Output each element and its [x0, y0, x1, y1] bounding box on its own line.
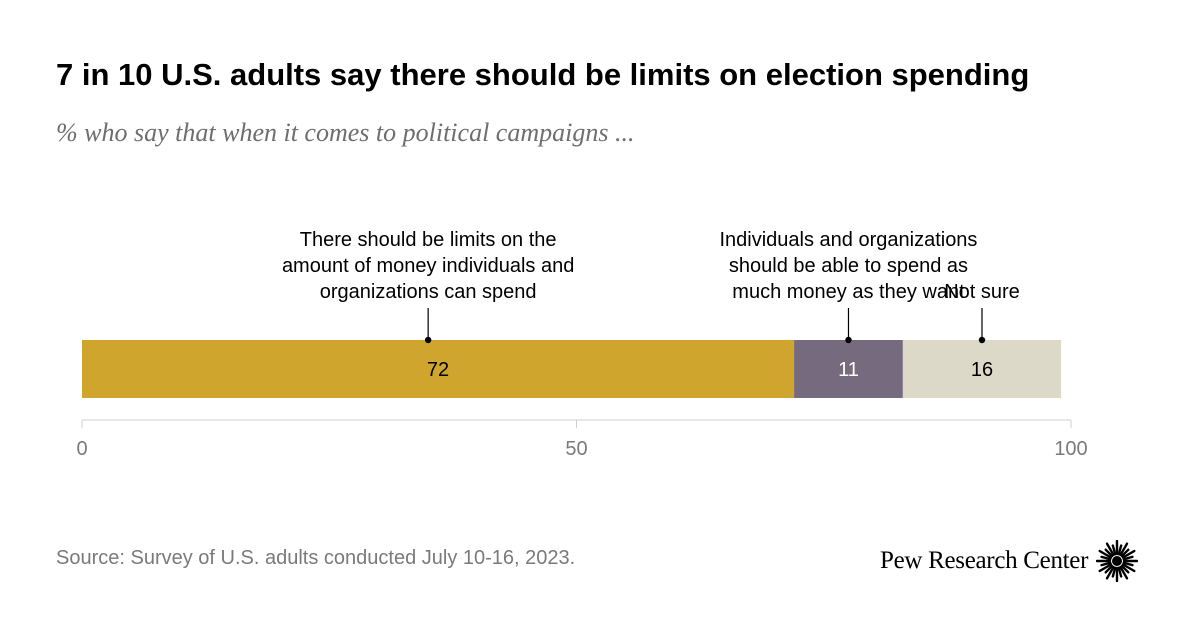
bar-segment	[902, 340, 1062, 398]
x-tick-label: 0	[76, 438, 87, 460]
leader-dot	[424, 336, 432, 344]
bar-value-label: 11	[838, 359, 859, 381]
bar-segment	[794, 340, 903, 398]
x-tick-label: 100	[1054, 438, 1087, 460]
chart-subtitle: % who say that when it comes to politica…	[56, 118, 635, 147]
series-label: Not sure	[944, 281, 1020, 303]
chart-title: 7 in 10 U.S. adults say there should be …	[56, 57, 1030, 92]
source-note: Source: Survey of U.S. adults conducted …	[56, 547, 576, 569]
series-label: Individuals and organizations should be a…	[719, 229, 977, 303]
x-tick-label: 50	[565, 438, 587, 460]
leader-dot	[845, 336, 852, 344]
bar-segment	[82, 340, 795, 398]
bar-value-label: 72	[427, 359, 449, 381]
leader-dot	[978, 336, 986, 344]
bar-value-label: 16	[971, 359, 993, 381]
series-label: There should be limits on the amount of m…	[282, 229, 574, 303]
stacked-bar-chart: 72 There should be limits on the amount of…	[76, 229, 1087, 460]
brand-name: Pew Research Center	[880, 547, 1089, 574]
pew-sunburst-icon	[1096, 540, 1139, 582]
pew-logo: Pew Research Center	[880, 540, 1139, 582]
